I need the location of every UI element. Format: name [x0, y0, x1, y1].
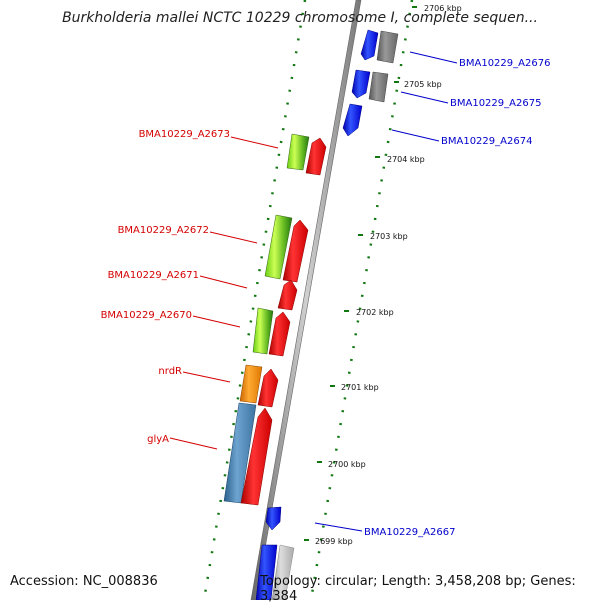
- gene-arrow: [265, 506, 282, 531]
- gene-label: nrdR: [158, 366, 182, 377]
- scale-tick-label: 2706 kbp: [424, 4, 462, 13]
- gene-label: BMA10229_A2672: [118, 225, 209, 236]
- gene-arrow: [351, 69, 371, 99]
- gene-arrow: [239, 364, 263, 404]
- gene-arrow: [240, 407, 273, 506]
- gene-arrow: [376, 30, 399, 64]
- gene-arrow: [268, 311, 291, 357]
- gene-label: BMA10229_A2670: [101, 310, 192, 321]
- gene-arrow: [264, 214, 293, 280]
- gene-arrow: [305, 137, 327, 176]
- gene-arrow: [257, 368, 279, 408]
- dotted-ring: [202, 0, 307, 600]
- scale-tick-label: 2705 kbp: [404, 80, 442, 89]
- gene-label: glyA: [147, 434, 169, 445]
- dotted-ring: [309, 0, 414, 600]
- scale-tick-label: 2703 kbp: [370, 232, 408, 241]
- right-gene-labels: BMA10229_A2676 BMA10229_A2675 BMA10229_A…: [314, 51, 550, 538]
- scale-ticks: 2706 kbp 2705 kbp 2704 kbp 2703 kbp 2702…: [304, 4, 462, 546]
- gene-arrow: [286, 133, 310, 171]
- left-gene-labels: BMA10229_A2673 BMA10229_A2672 BMA10229_A…: [101, 129, 279, 450]
- map-title: Burkholderia mallei NCTC 10229 chromosom…: [62, 10, 538, 26]
- forward-strand-genes[interactable]: [223, 133, 327, 506]
- gene-arrow: [360, 29, 379, 61]
- accession-text: Accession: NC_008836: [10, 574, 158, 589]
- gene-label: BMA10229_A2674: [441, 136, 532, 147]
- gene-label: BMA10229_A2671: [108, 270, 199, 281]
- gene-arrow: [282, 219, 309, 283]
- gene-arrow: [252, 307, 274, 355]
- gene-arrow: [271, 544, 295, 600]
- chromosome-backbone: [250, 0, 362, 600]
- scale-tick-label: 2699 kbp: [315, 537, 353, 546]
- gene-arrow: [342, 103, 363, 137]
- gene-label: BMA10229_A2667: [364, 527, 455, 538]
- dotted-rings: [202, 0, 414, 600]
- scale-tick-label: 2702 kbp: [356, 308, 394, 317]
- gene-arrow: [255, 544, 278, 600]
- scale-tick-label: 2701 kbp: [341, 383, 379, 392]
- gene-label: BMA10229_A2675: [450, 98, 541, 109]
- reverse-strand-genes[interactable]: [255, 29, 399, 600]
- gene-label: BMA10229_A2673: [139, 129, 230, 140]
- gene-arrow: [277, 279, 298, 311]
- gene-arrow: [368, 71, 389, 103]
- gene-label: BMA10229_A2676: [459, 58, 550, 69]
- scale-tick-label: 2704 kbp: [387, 155, 425, 164]
- scale-tick-label: 2700 kbp: [328, 460, 366, 469]
